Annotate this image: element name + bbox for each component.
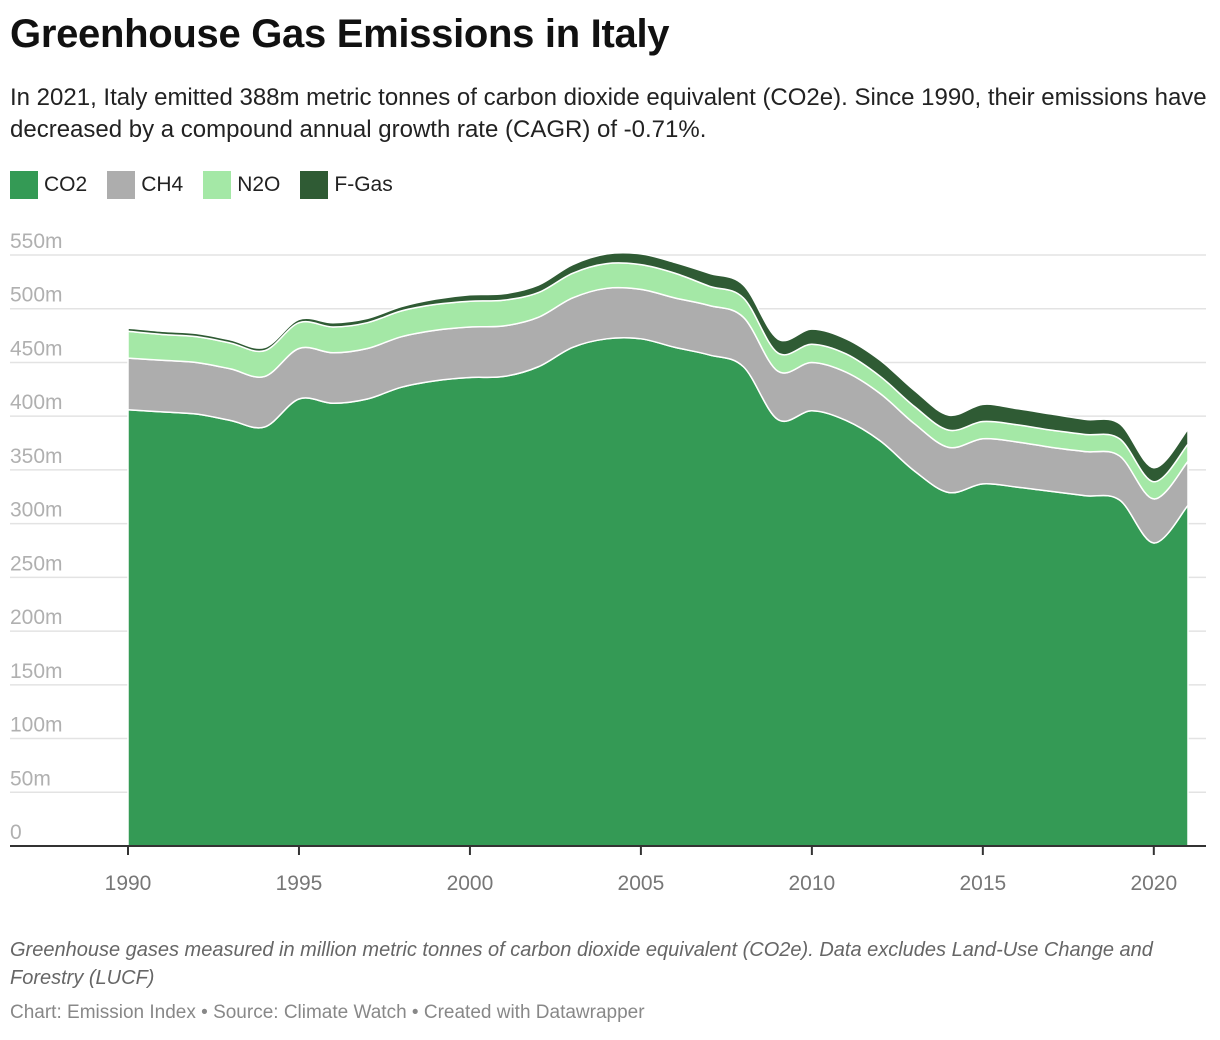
y-tick-label-100: 100m [10,714,63,737]
legend-label-fgas: F-Gas [334,173,393,196]
legend-label-co2: CO2 [44,173,88,196]
y-tick-label-0: 0 [10,821,22,844]
y-tick-label-150: 150m [10,660,63,683]
legend-label-ch4: CH4 [141,173,184,196]
legend-swatch-fgas [300,171,329,199]
area-f-gas [127,251,1189,483]
stacked-area-chart: 0 50m 100m 150m 200m 250m 300m 350m 400m 450m 500m… [10,230,1206,895]
legend-swatch-ch4 [107,171,136,199]
x-axis [10,845,1206,855]
x-tick-label-2005: 2005 [618,872,665,895]
y-tick-label-450: 450m [10,337,63,360]
legend-item-co2: CO2 [10,171,87,199]
chart-title: Greenhouse Gas Emissions in Italy [10,12,670,56]
legend: CO2 CH4 N2O F-Gas [10,170,413,200]
y-tick-label-500: 500m [10,284,63,307]
legend-swatch-co2 [10,171,38,199]
x-tick-label-2020: 2020 [1130,872,1177,895]
y-tick-label-400: 400m [10,391,63,414]
legend-item-fgas: F-Gas [300,171,393,199]
area-series [127,251,1189,847]
x-axis-tick-labels: 1990 1995 2000 2005 2010 2015 2020 [105,872,1178,895]
chart-subtitle: In 2021, Italy emitted 388m metric tonne… [10,84,1207,143]
y-tick-label-250: 250m [10,552,63,575]
y-axis-tick-labels: 0 50m 100m 150m 200m 250m 300m 350m 400m 450m 500m… [10,230,63,844]
y-tick-label-550: 550m [10,230,63,253]
x-tick-label-2000: 2000 [447,872,494,895]
y-tick-label-350: 350m [10,445,63,468]
legend-label-n2o: N2O [237,173,281,196]
x-tick-label-1995: 1995 [276,872,323,895]
y-tick-label-300: 300m [10,499,63,522]
x-tick-label-2015: 2015 [959,872,1006,895]
chart-credits: Chart: Emission Index • Source: Climate … [10,1002,645,1023]
x-tick-label-2010: 2010 [789,872,836,895]
y-tick-label-200: 200m [10,606,63,629]
chart-note: Greenhouse gases measured in million met… [10,939,1153,989]
legend-item-ch4: CH4 [107,171,183,199]
legend-item-n2o: N2O [203,171,280,199]
legend-swatch-n2o [203,171,232,199]
y-tick-label-50: 50m [10,767,51,790]
x-tick-label-1990: 1990 [105,872,152,895]
